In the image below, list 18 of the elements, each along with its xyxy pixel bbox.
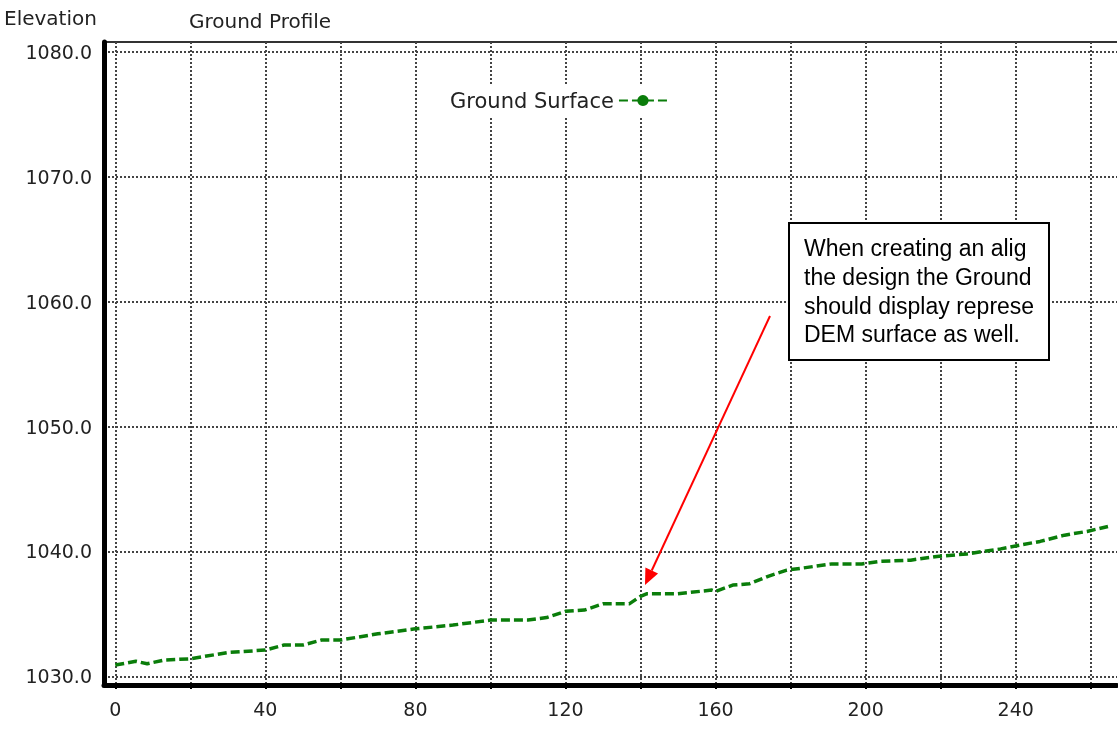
x-tick-label: 0 — [109, 697, 122, 720]
legend-label: Ground Surface — [450, 88, 614, 113]
y-tick-label: 1060.0 — [25, 290, 92, 313]
y-tick-label: 1030.0 — [25, 665, 92, 688]
chart-title: Ground Profile — [189, 9, 332, 33]
x-tick-label: 240 — [997, 697, 1034, 720]
x-tick-label: 40 — [253, 697, 278, 720]
y-tick-label: 1040.0 — [25, 540, 92, 563]
y-tick-label: 1070.0 — [25, 165, 92, 188]
x-tick-label: 80 — [403, 697, 428, 720]
x-tick-label: 120 — [547, 697, 584, 720]
y-tick-label: 1080.0 — [25, 40, 92, 63]
line-series — [113, 524, 1110, 667]
x-tick-label: 160 — [697, 697, 734, 720]
y-tick-label: 1050.0 — [25, 415, 92, 438]
y-axis-title: Elevation — [4, 6, 97, 30]
x-tick-label: 200 — [847, 697, 884, 720]
annotation: When creating an alig the design the Ground should display represe DEM surface as well. — [788, 222, 1051, 361]
